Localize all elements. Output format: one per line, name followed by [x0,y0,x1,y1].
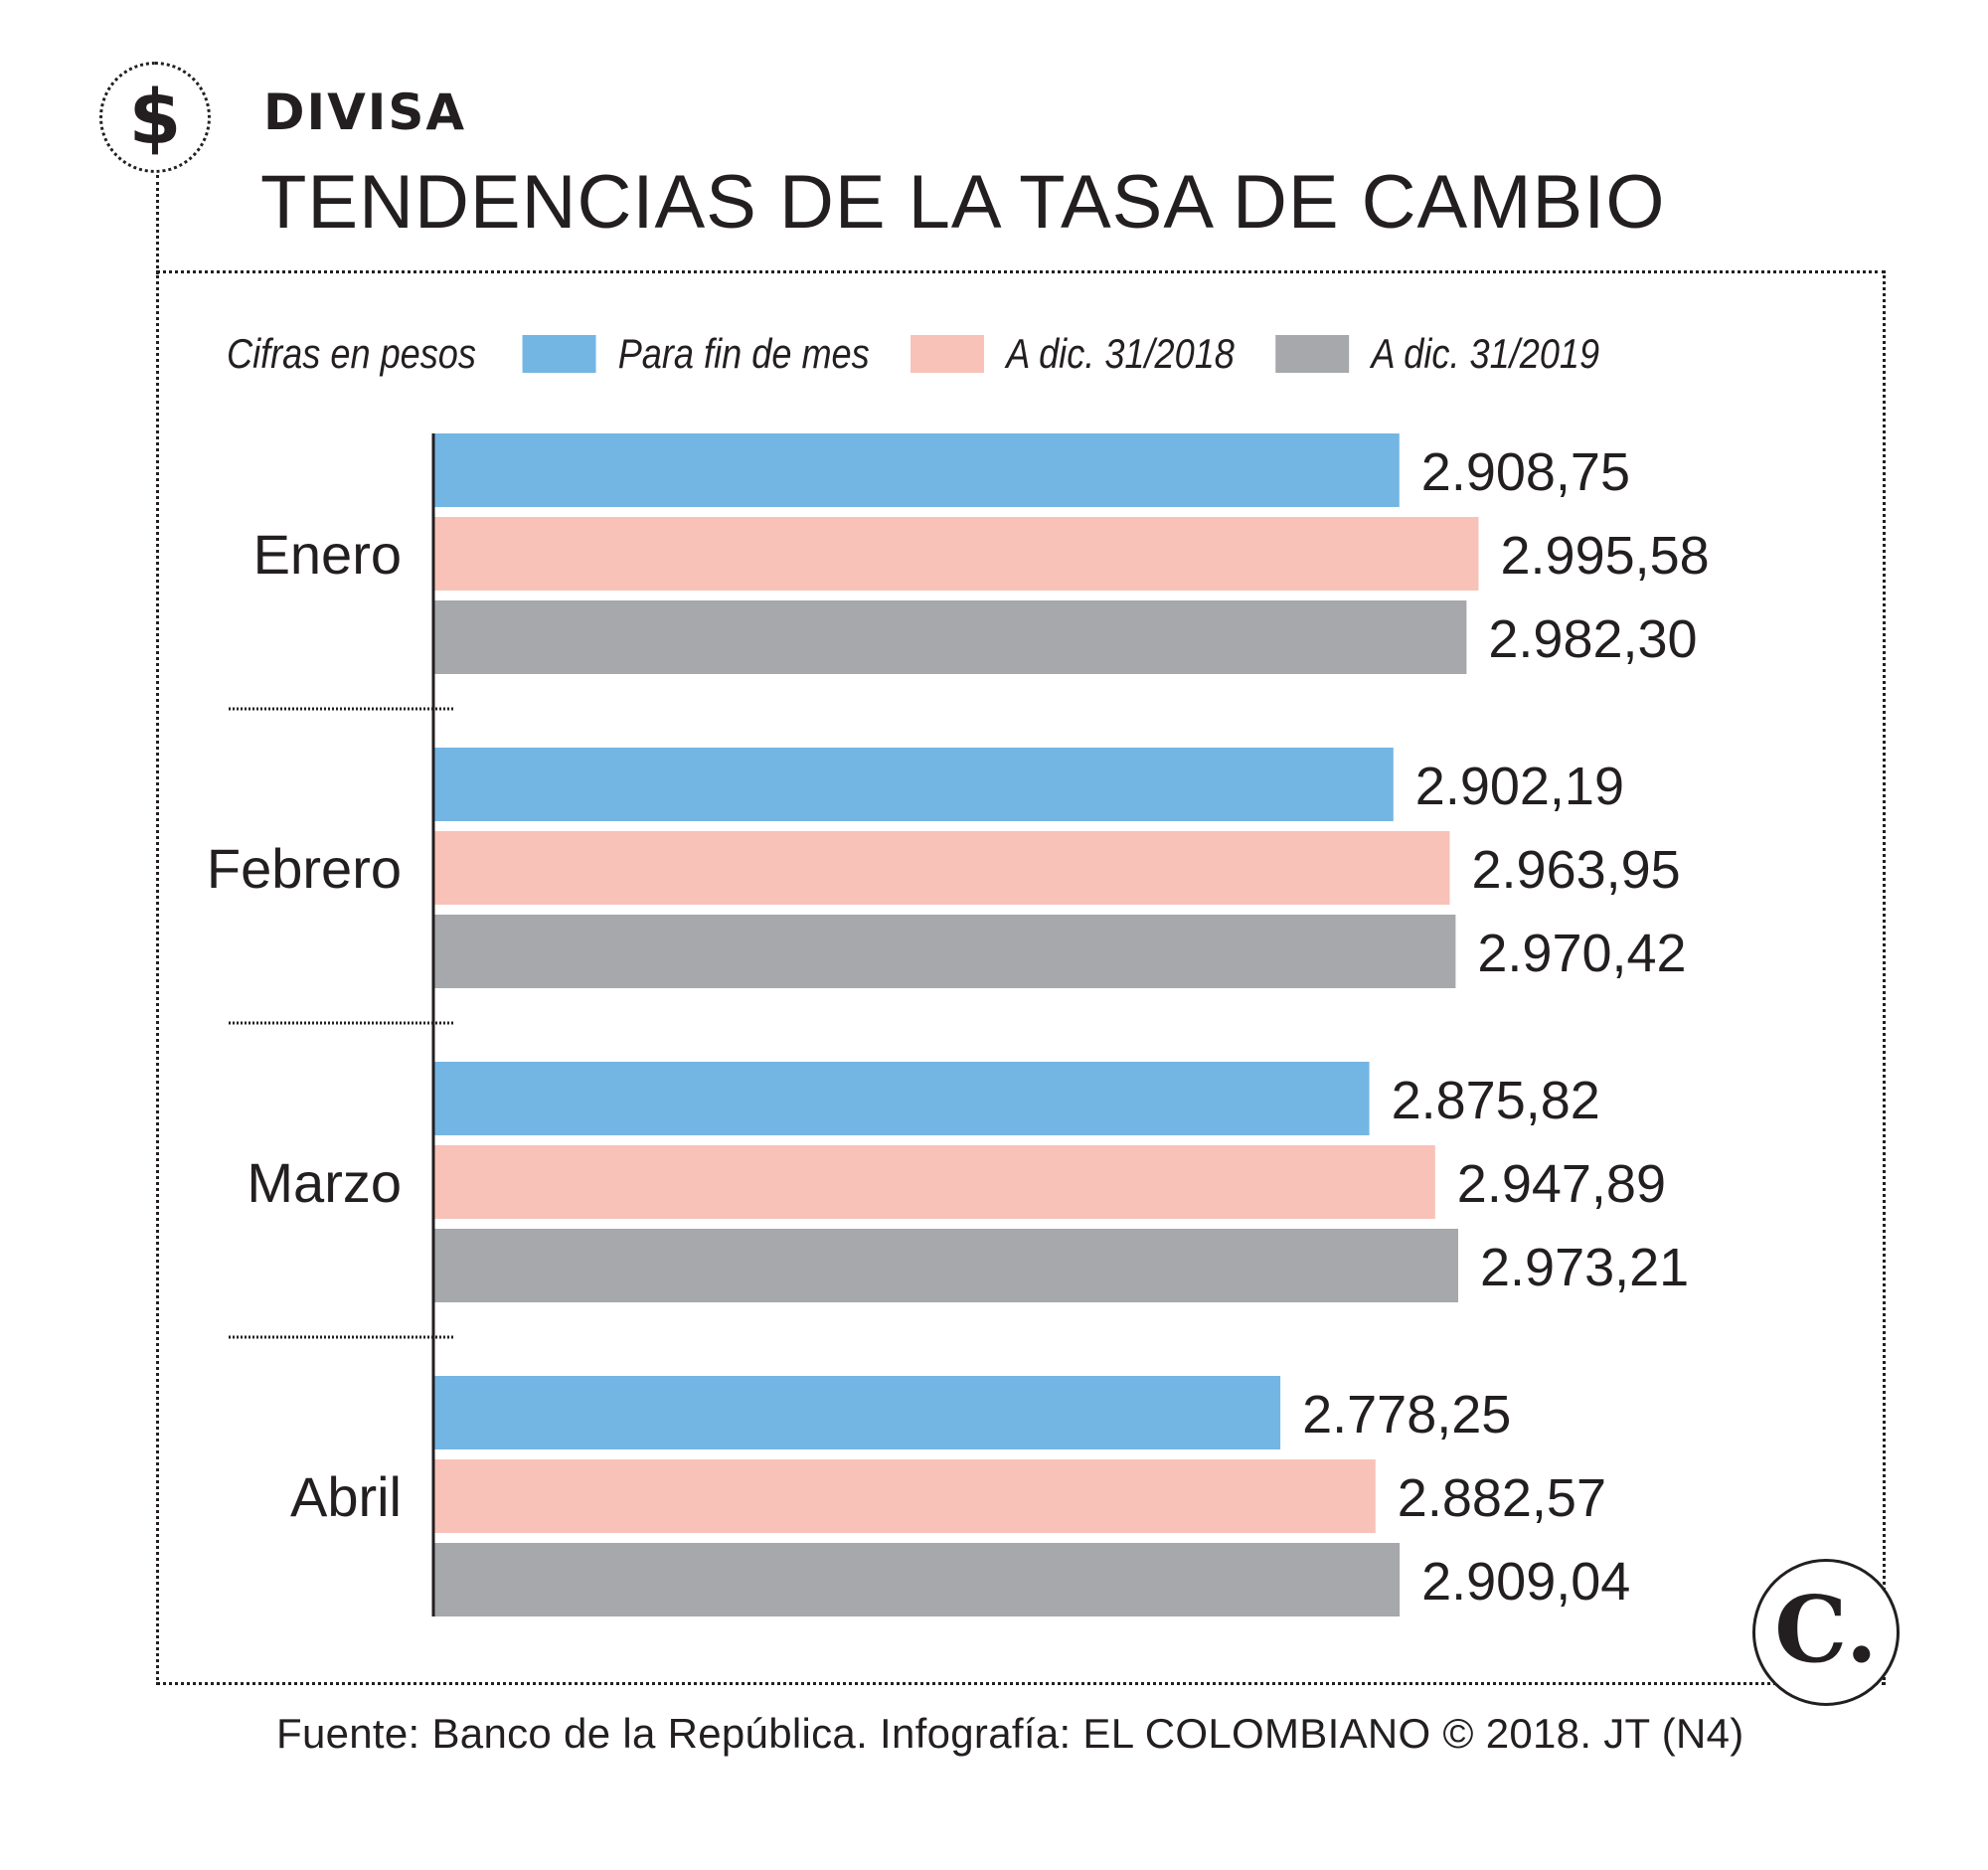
chart-title: TENDENCIAS DE LA TASA DE CAMBIO [260,160,1666,245]
bar-para-fin-de-mes-abril [433,1376,1281,1449]
dollar-sign-icon: $ [99,62,211,173]
value-label: 2.973,21 [1480,1238,1689,1297]
category-label: Enero [253,523,402,586]
legend-item-para-fin-de-mes: Para fin de mes [522,330,870,378]
bar-para-fin-de-mes-marzo [433,1062,1370,1135]
value-label: 2.875,82 [1392,1071,1600,1130]
el-colombiano-logo-icon: C. [1752,1559,1900,1706]
logo-glyph: C. [1774,1576,1878,1683]
bar-dic-2018-marzo [433,1145,1435,1219]
legend-item-dic-2018: A dic. 31/2018 [910,330,1235,378]
bar-dic-2018-enero [433,517,1479,591]
value-label: 2.902,19 [1415,757,1624,816]
legend-swatch [910,335,984,373]
category-label: Febrero [207,837,402,900]
dollar-glyph: $ [128,73,182,161]
bar-para-fin-de-mes-enero [433,433,1400,507]
bar-dic-2018-abril [433,1459,1376,1533]
legend-swatch [522,335,596,373]
dotted-connector [156,175,159,274]
legend-label: A dic. 31/2019 [1371,330,1600,377]
value-label: 2.982,30 [1488,609,1697,669]
category-label: Abril [290,1465,402,1528]
value-label: 2.908,75 [1421,442,1630,502]
legend-swatch [1275,335,1350,373]
bar-dic-2018-febrero [433,831,1450,905]
bar-dic-2019-abril [433,1543,1401,1616]
section-kicker: DIVISA [263,84,467,141]
bar-dic-2019-marzo [433,1229,1458,1302]
unit-label: Cifras en pesos [227,330,476,377]
value-label: 2.882,57 [1398,1468,1606,1528]
source-credit: Fuente: Banco de la República. Infografí… [276,1710,1744,1757]
bar-dic-2019-enero [433,600,1467,674]
chart-frame [156,270,1886,1685]
value-label: 2.778,25 [1302,1385,1511,1445]
value-label: 2.963,95 [1472,840,1681,900]
legend-label: Para fin de mes [617,330,870,377]
value-label: 2.995,58 [1501,526,1710,586]
value-label: 2.909,04 [1421,1552,1630,1612]
bar-para-fin-de-mes-febrero [433,748,1394,821]
legend-item-dic-2019: A dic. 31/2019 [1275,330,1599,378]
chart-legend: Cifras en pesos Para fin de mes A dic. 3… [227,326,1640,382]
bar-dic-2019-febrero [433,915,1456,988]
value-label: 2.947,89 [1457,1154,1666,1214]
legend-label: A dic. 31/2018 [1006,330,1235,377]
category-label: Marzo [247,1151,402,1214]
value-label: 2.970,42 [1477,924,1686,983]
